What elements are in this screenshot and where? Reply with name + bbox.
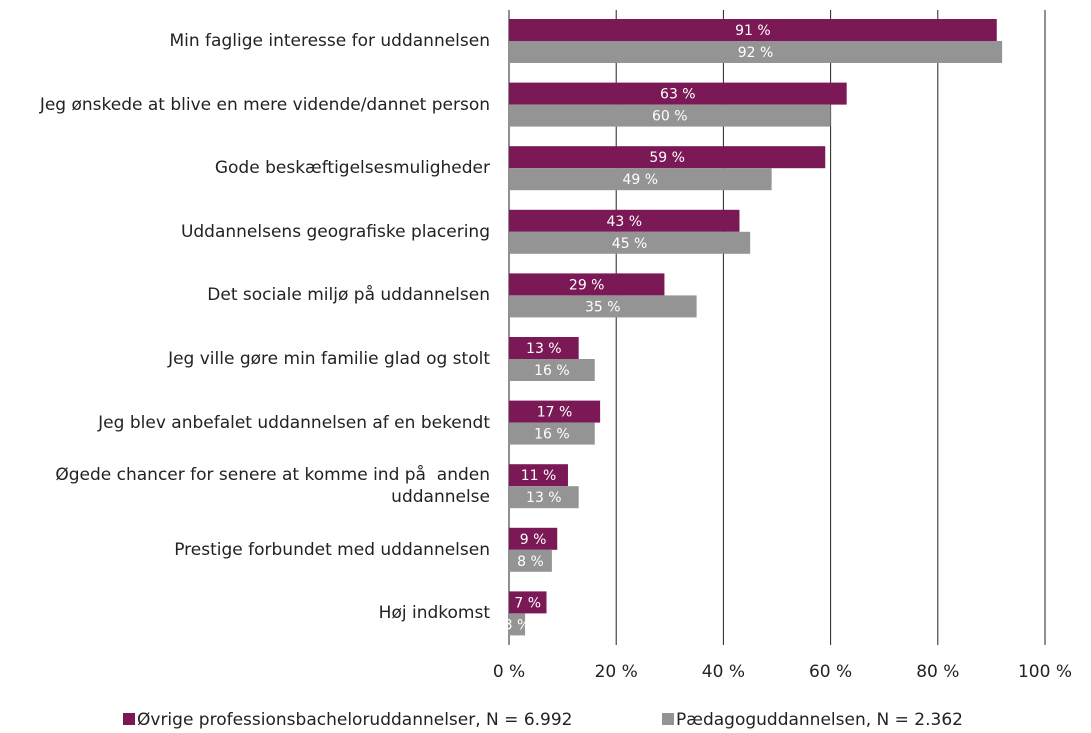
category-label: Gode beskæftigelsesmuligheder: [214, 158, 490, 179]
bar: [509, 209, 740, 232]
value-label: 11 %: [521, 468, 557, 484]
value-label: 16 %: [534, 363, 570, 379]
bar: [509, 464, 568, 487]
category-label: Prestige forbundet med uddannelsen: [174, 539, 490, 560]
bar: [509, 168, 772, 191]
legend-swatch: [123, 713, 135, 725]
value-label: 92 %: [738, 45, 774, 61]
value-label: 13 %: [526, 490, 562, 506]
value-label: 63 %: [660, 87, 696, 103]
bar: [509, 400, 601, 423]
value-label: 29 %: [569, 277, 605, 293]
value-label: 16 %: [534, 427, 570, 443]
x-tick-label: 80 %: [916, 662, 959, 682]
x-tick-label: 100 %: [1018, 662, 1072, 682]
bar: [509, 295, 697, 318]
bar: [509, 422, 595, 445]
bar: [509, 549, 552, 572]
legend-label: Pædagoguddannelsen, N = 2.362: [676, 710, 963, 730]
bar: [509, 591, 547, 614]
bar: [509, 359, 595, 381]
category-label: Uddannelsens geografiske placering: [180, 221, 490, 242]
category-label: Jeg blev anbefalet uddannelsen af en bek…: [98, 412, 490, 433]
value-label: 9 %: [520, 532, 547, 548]
x-tick-label: 20 %: [595, 662, 638, 682]
category-label: Jeg ønskede at blive en mere vidende/dan…: [39, 94, 490, 115]
bar: [509, 231, 751, 254]
legend-label: Øvrige professionsbacheloruddannelser, N…: [137, 710, 572, 730]
value-label: 13 %: [526, 341, 562, 357]
value-label: 91 %: [735, 23, 771, 39]
category-label: Høj indkomst: [378, 603, 490, 624]
legend-swatch: [662, 713, 674, 725]
bar: [509, 41, 1003, 63]
category-label: Det sociale miljø på uddannelsen: [207, 285, 490, 306]
value-label: 45 %: [612, 236, 648, 252]
category-label: Min faglige interesse for uddannelsen: [169, 31, 490, 51]
value-label: 59 %: [649, 150, 685, 166]
bar: [509, 613, 526, 636]
value-label: 3 %: [504, 617, 531, 633]
value-label: 7 %: [514, 595, 541, 611]
bar: [509, 527, 558, 550]
bar: [509, 19, 997, 41]
value-label: 17 %: [537, 405, 573, 421]
bar: [509, 104, 831, 127]
value-label: 43 %: [606, 214, 642, 230]
x-tick-label: 0 %: [493, 662, 525, 682]
x-tick-label: 40 %: [702, 662, 745, 682]
value-label: 49 %: [623, 172, 659, 188]
category-label: Jeg ville gøre min familie glad og stolt: [168, 349, 490, 369]
value-label: 35 %: [585, 299, 621, 315]
bar: [509, 273, 665, 296]
bar: [509, 486, 579, 509]
bar: [509, 337, 579, 359]
x-tick-label: 60 %: [809, 662, 852, 682]
bar: [509, 146, 826, 169]
bar: [509, 82, 847, 105]
category-label: Øgede chancer for senere at komme ind på…: [55, 465, 496, 508]
value-label: 8 %: [517, 554, 544, 570]
value-label: 60 %: [652, 109, 688, 125]
